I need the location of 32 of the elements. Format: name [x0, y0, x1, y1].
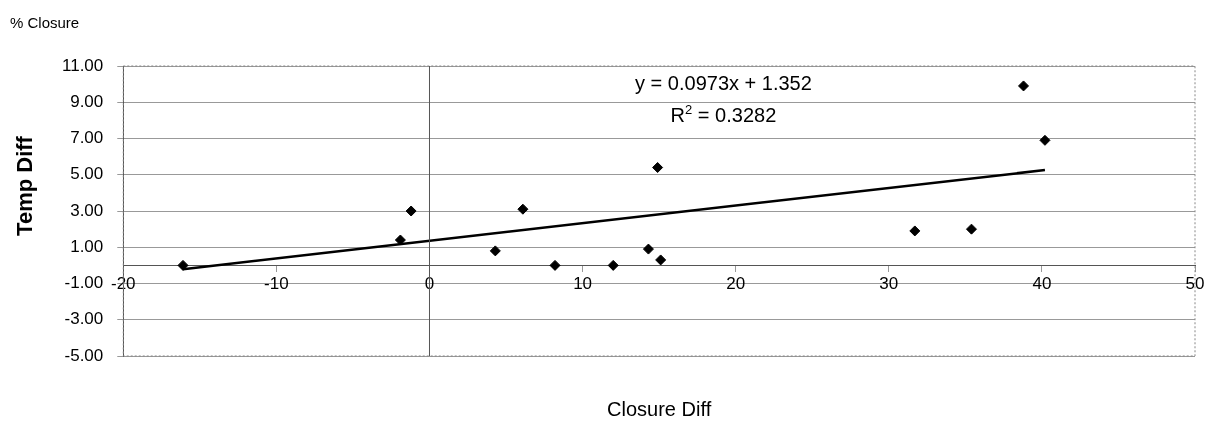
y-tick-label: 1.00	[70, 236, 104, 256]
x-tick-label: 30	[879, 274, 899, 294]
point	[642, 243, 654, 255]
x-tick-label: 40	[1032, 274, 1052, 294]
y-tick-label: 7.00	[70, 128, 104, 148]
point	[965, 223, 977, 235]
y-tick-label: -3.00	[64, 309, 104, 329]
y-tick-label: 9.00	[70, 91, 104, 111]
point	[909, 225, 921, 237]
y-tick-label: 11.00	[62, 55, 104, 75]
point	[655, 254, 667, 266]
point	[517, 203, 529, 215]
x-tick-label: 10	[573, 274, 593, 294]
x-tick-label: 20	[726, 274, 746, 294]
point	[1018, 80, 1030, 92]
point	[1039, 134, 1051, 146]
y-tick-label: -5.00	[64, 345, 104, 365]
y-axis-title: Temp Diff	[12, 135, 37, 236]
point	[177, 259, 189, 271]
x-axis-title: Closure Diff	[607, 398, 712, 420]
y-tick-label: -1.00	[64, 273, 104, 293]
point	[652, 162, 664, 173]
y-tick-label: 5.00	[70, 164, 104, 184]
point	[405, 205, 417, 217]
x-tick-label: 50	[1185, 274, 1205, 294]
point	[489, 245, 501, 257]
annotation: y = 0.0973x + 1.352	[635, 72, 812, 94]
point	[549, 259, 561, 271]
point	[607, 259, 619, 271]
x-tick-label: -10	[264, 274, 289, 294]
y-tick-label: 3.00	[70, 200, 104, 220]
text: % Closure	[10, 14, 80, 31]
